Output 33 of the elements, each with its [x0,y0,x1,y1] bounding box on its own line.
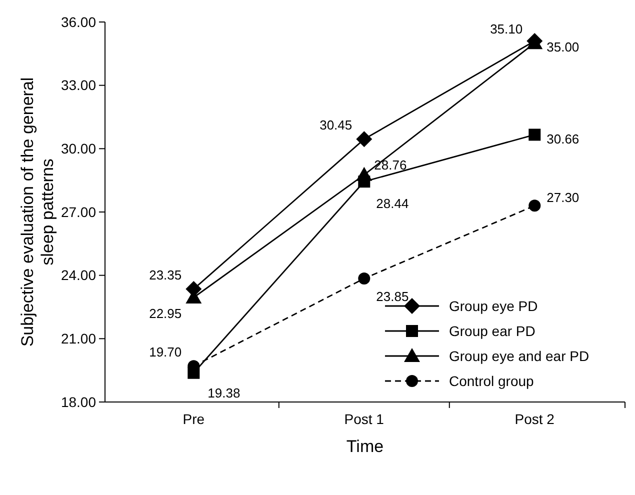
y-tick-label: 33.00 [60,77,96,94]
data-label: 22.95 [149,306,182,322]
legend-label: Group ear PD [449,322,536,339]
y-tick-label: 21.00 [60,330,96,347]
x-axis-title: Time [346,437,384,456]
legend-label: Group eye and ear PD [449,348,590,364]
data-label: 35.10 [490,22,523,37]
data-label: 19.38 [208,385,240,400]
y-tick-label: 24.00 [60,267,96,284]
legend-label: Group eye PD [449,298,538,314]
x-tick-label: Post 1 [344,411,384,427]
point [358,272,370,284]
point [356,131,372,148]
data-label: 28.76 [374,157,407,172]
y-axis-title: Subjective evaluation of the general sleep patterns [18,77,57,347]
y-tick-label: 30.00 [60,140,96,157]
data-label: 23.85 [376,289,409,304]
data-label: 30.66 [546,131,580,146]
data-label: 35.00 [546,40,580,55]
data-label: 19.70 [149,344,182,360]
x-tick-label: Post 2 [514,411,555,427]
legend-label: Control group [449,372,534,389]
y-tick-label: 18.00 [60,394,96,410]
point [528,200,541,212]
data-label: 28.44 [376,196,409,212]
y-tick-label: 27.00 [60,204,96,220]
point [356,166,372,181]
point [528,128,541,141]
y-tick-label: 36.00 [60,14,96,30]
data-label: 30.45 [320,118,352,133]
x-tick-label: Pre [182,411,205,427]
data-label: 27.30 [546,190,580,206]
data-label: 23.35 [149,268,182,283]
